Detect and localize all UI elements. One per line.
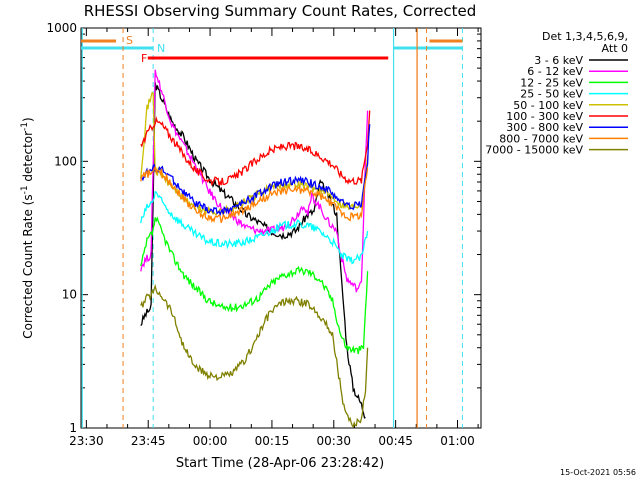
series-line-5 — [140, 110, 371, 187]
night-n-label: N — [157, 42, 165, 55]
y-tick-label: 100 — [54, 154, 77, 168]
series-line-2 — [140, 216, 369, 355]
y-tick-label: 1000 — [46, 21, 77, 35]
x-tick-label: 00:30 — [316, 434, 351, 448]
y-tick-label: 10 — [62, 288, 77, 302]
y-axis-label: Corrected Count Rate (s-1 detector-1) — [20, 117, 35, 338]
x-tick-label: 01:00 — [440, 434, 475, 448]
axis-ticks: 1 10 100 1000 23:30 23:45 00:00 00:15 00:30 00:45… — [46, 21, 481, 448]
x-axis-label: Start Time (28-Apr-06 23:28:42) — [176, 456, 384, 471]
plot-frame — [80, 27, 482, 429]
series-line-3 — [140, 190, 369, 265]
x-tick-label: 00:45 — [378, 434, 413, 448]
series-line-6 — [140, 124, 371, 217]
legend-label: 6 - 12 keV — [527, 65, 583, 78]
legend-label: 50 - 100 keV — [513, 99, 583, 112]
x-tick-label: 00:00 — [193, 434, 228, 448]
x-tick-label: 23:45 — [131, 434, 166, 448]
series-lines — [140, 69, 371, 428]
timestamp-label: 15-Oct-2021 05:56 — [560, 468, 636, 477]
legend-header-2: Att 0 — [602, 42, 628, 55]
chart-title: RHESSI Observing Summary Count Rates, Co… — [84, 2, 477, 20]
time-markers — [81, 28, 463, 428]
flare-f-label: F — [141, 52, 147, 65]
legend-label: 7000 - 15000 keV — [485, 144, 583, 157]
legend-label: 3 - 6 keV — [534, 54, 583, 67]
legend-label: 12 - 25 keV — [520, 76, 583, 89]
legend-label: 25 - 50 keV — [520, 88, 583, 101]
series-line-0 — [140, 82, 366, 419]
series-line-7 — [140, 164, 369, 224]
x-tick-label: 00:15 — [255, 434, 290, 448]
legend-header-1: Det 1,3,4,5,6,9, — [542, 30, 628, 43]
x-tick-label: 23:30 — [69, 434, 104, 448]
legend-label: 800 - 7000 keV — [499, 132, 583, 145]
y-tick-label: 1 — [69, 421, 77, 435]
attenuator-s-label: S — [126, 34, 133, 47]
series-line-1 — [140, 69, 369, 293]
series-line-8 — [140, 283, 369, 428]
legend-label: 300 - 800 keV — [506, 121, 583, 134]
legend-label: 100 - 300 keV — [506, 110, 583, 123]
